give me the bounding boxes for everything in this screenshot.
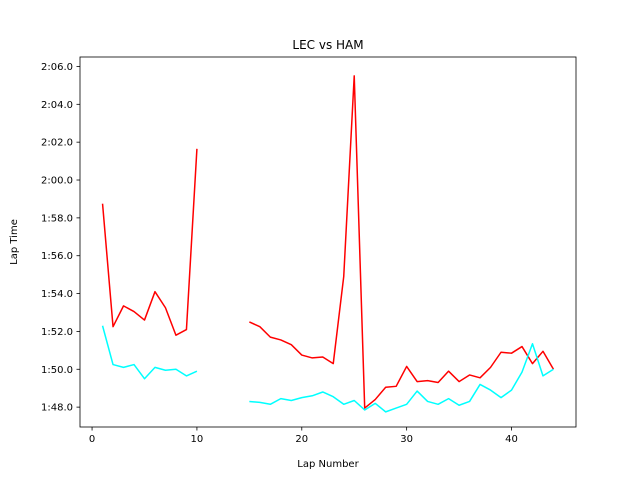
plot-area — [101, 75, 555, 413]
series-2-line-segment-1 — [101, 325, 198, 380]
x-tick-label: 20 — [295, 434, 308, 445]
y-tick-label: 1:56.0 — [41, 251, 73, 262]
axes: 0 10 20 30 40 1:48.0 1:50.0 1:52.0 1:54.0 1:56.0 1… — [41, 56, 577, 445]
y-tick-label: 1:52.0 — [41, 327, 73, 338]
x-tick-label: 0 — [89, 434, 95, 445]
series-1-line-segment-2 — [249, 75, 555, 409]
plot-frame — [79, 56, 577, 428]
y-tick-label: 2:02.0 — [41, 138, 73, 149]
y-tick-label: 1:48.0 — [41, 403, 73, 414]
chart-title: LEC vs HAM — [292, 38, 363, 52]
x-axis-label: Lap Number — [297, 459, 359, 470]
x-tick-label: 40 — [505, 434, 518, 445]
series-2-line-segment-2 — [249, 342, 554, 413]
x-tick-label: 30 — [400, 434, 413, 445]
series-1-line-segment-1 — [101, 148, 198, 336]
y-tick-label: 2:04.0 — [41, 100, 73, 111]
y-tick-label: 2:06.0 — [41, 62, 73, 73]
y-tick-label: 2:00.0 — [41, 176, 73, 187]
y-tick-label: 1:50.0 — [41, 365, 73, 376]
x-tick-label: 10 — [191, 434, 204, 445]
y-tick-label: 1:58.0 — [41, 213, 73, 224]
y-axis-label: Lap Time — [9, 219, 20, 265]
y-tick-label: 1:54.0 — [41, 289, 73, 300]
